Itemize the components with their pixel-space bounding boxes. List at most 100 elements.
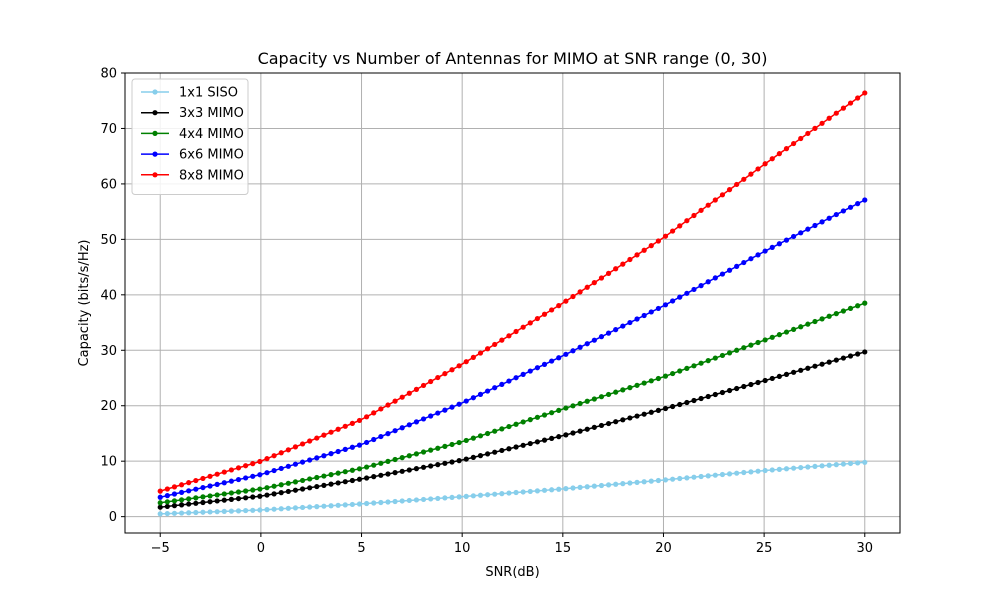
- data-point: [534, 439, 541, 445]
- data-point: [741, 259, 747, 266]
- data-point: [805, 130, 811, 137]
- data-point: [506, 423, 512, 430]
- data-point: [783, 237, 790, 243]
- data-point: [278, 490, 284, 496]
- data-point: [577, 344, 583, 350]
- data-point: [364, 464, 370, 470]
- data-point: [684, 399, 690, 406]
- data-point: [413, 466, 420, 472]
- data-point: [193, 495, 199, 501]
- data-point: [506, 333, 512, 339]
- data-point: [399, 425, 405, 431]
- data-point: [613, 327, 619, 333]
- data-point: [342, 502, 348, 508]
- data-point: [442, 460, 448, 466]
- data-point: [662, 477, 669, 483]
- y-tick-label: 0: [109, 510, 117, 525]
- data-point: [670, 370, 676, 377]
- data-point: [214, 481, 220, 487]
- data-point: [819, 463, 825, 469]
- data-point: [314, 474, 320, 481]
- data-point: [420, 382, 427, 389]
- data-point: [470, 354, 476, 360]
- data-point: [221, 491, 227, 497]
- axes-ticks: −5 0 5 10 15 20 25 30 0 10 20 30 40 50 60 70 80: [100, 67, 873, 557]
- data-point: [235, 476, 242, 483]
- data-point: [556, 303, 562, 309]
- data-point: [798, 464, 804, 471]
- data-point: [783, 329, 790, 335]
- legend-marker: [152, 151, 158, 157]
- data-point: [620, 417, 626, 423]
- legend-item: 6x6 MIMO: [141, 148, 244, 163]
- data-point: [613, 266, 619, 272]
- data-point: [392, 456, 398, 463]
- data-point: [428, 378, 434, 385]
- data-point: [299, 459, 306, 465]
- data-point: [378, 472, 384, 478]
- data-point: [691, 397, 697, 404]
- data-point: [349, 444, 355, 450]
- data-point: [691, 363, 697, 369]
- data-point: [250, 494, 256, 500]
- data-point: [527, 488, 533, 495]
- data-point: [335, 426, 341, 432]
- data-point: [420, 464, 427, 470]
- data-point: [712, 472, 718, 478]
- chart-title: Capacity vs Number of Antennas for MIMO …: [258, 49, 768, 68]
- data-point: [321, 432, 327, 438]
- data-point: [442, 443, 448, 449]
- data-point: [271, 506, 277, 512]
- data-point: [826, 115, 832, 121]
- x-axis-label: SNR(dB): [485, 565, 539, 580]
- data-point: [271, 453, 277, 459]
- data-point: [321, 503, 327, 509]
- data-point: [563, 432, 569, 438]
- data-point: [791, 233, 797, 240]
- data-point: [413, 386, 420, 392]
- data-point: [442, 371, 448, 377]
- data-point: [712, 355, 718, 361]
- data-point: [456, 494, 462, 500]
- x-tick-label: 30: [856, 541, 873, 556]
- data-point: [456, 401, 462, 407]
- data-point: [862, 459, 868, 465]
- data-point: [356, 501, 363, 507]
- data-point: [307, 476, 313, 482]
- data-point: [513, 375, 519, 381]
- data-point: [470, 454, 476, 460]
- data-point: [449, 367, 455, 373]
- data-point: [627, 480, 633, 486]
- y-tick-label: 70: [100, 122, 117, 137]
- data-point: [342, 479, 348, 485]
- data-point: [435, 445, 441, 451]
- data-point: [399, 468, 405, 474]
- data-point: [691, 474, 697, 480]
- data-point: [463, 359, 469, 365]
- series-line: [160, 302, 866, 504]
- data-point: [534, 365, 541, 371]
- data-point: [556, 434, 562, 440]
- data-point: [662, 373, 669, 379]
- data-point: [342, 423, 348, 429]
- data-point: [641, 380, 647, 386]
- data-point: [534, 488, 541, 494]
- data-point: [250, 473, 256, 479]
- data-point: [855, 351, 861, 357]
- data-point: [364, 500, 370, 507]
- data-point: [235, 465, 242, 471]
- data-point: [349, 467, 355, 473]
- data-point: [627, 256, 633, 263]
- data-point: [577, 289, 583, 295]
- data-point: [862, 349, 868, 355]
- data-point: [349, 420, 355, 426]
- data-point: [812, 125, 818, 131]
- series-6x6-mimo: [157, 197, 868, 500]
- series-line: [160, 199, 866, 498]
- data-point: [470, 395, 476, 401]
- data-point: [200, 499, 206, 506]
- data-point: [513, 489, 519, 496]
- data-point: [755, 252, 761, 258]
- data-point: [477, 433, 484, 439]
- data-point: [463, 493, 469, 499]
